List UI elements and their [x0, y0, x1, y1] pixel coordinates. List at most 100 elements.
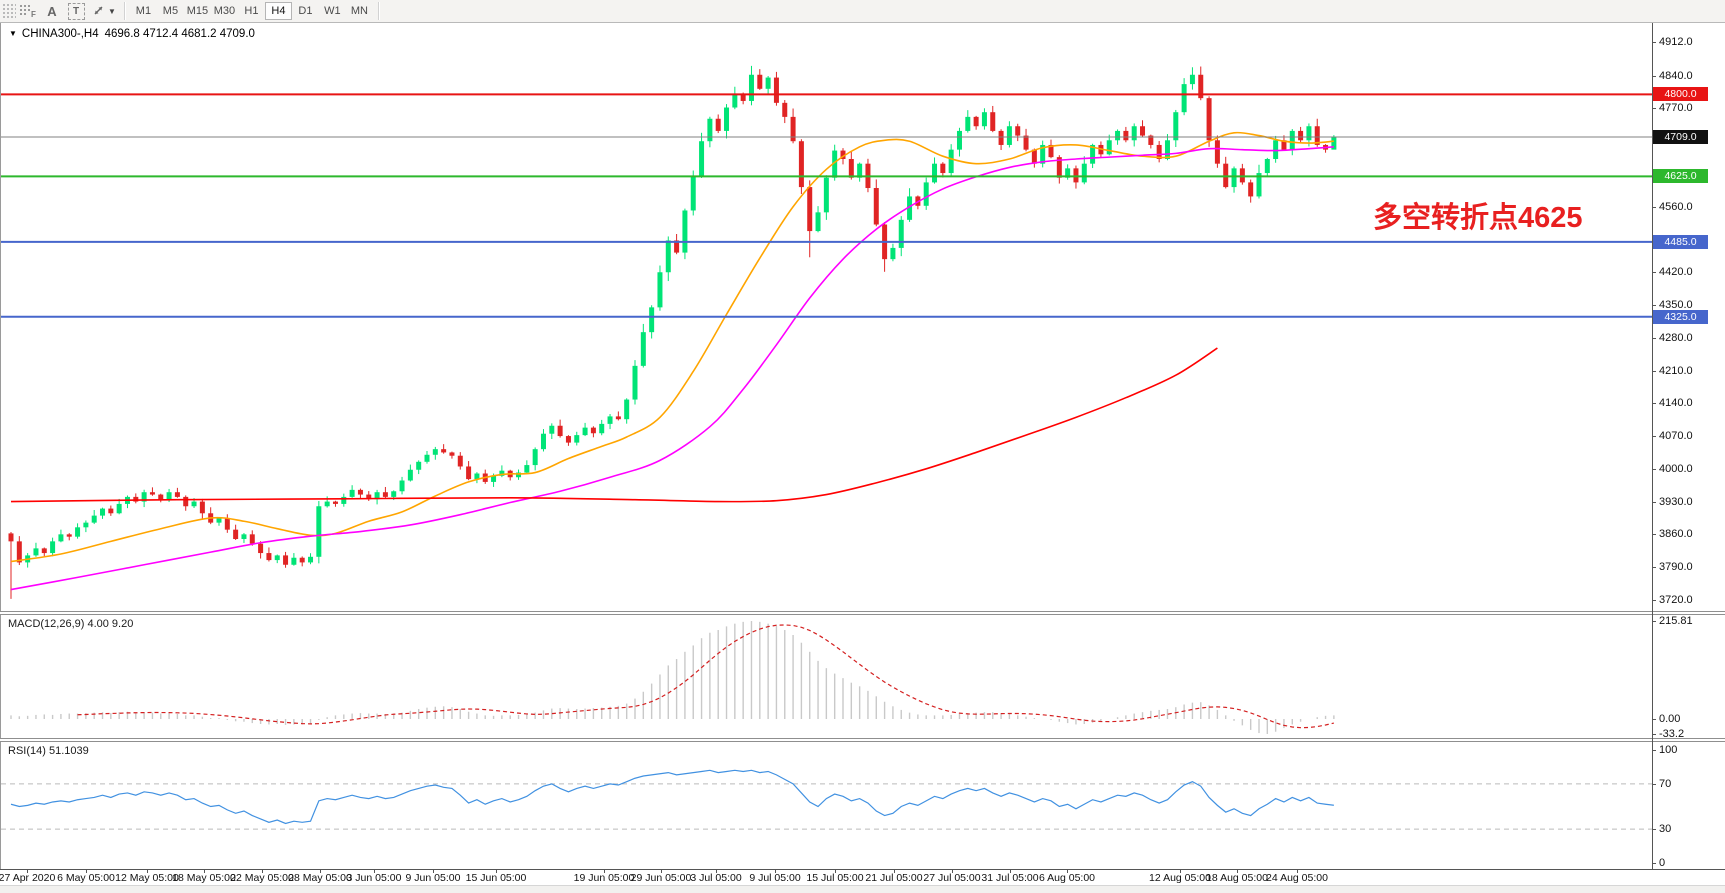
timeframe-w1[interactable]: W1 — [319, 2, 346, 20]
toolbar-separator — [377, 2, 379, 20]
candle — [707, 118, 713, 142]
price-tick-label: 4840.0 — [1659, 69, 1693, 82]
candle — [940, 163, 946, 174]
candle — [1256, 173, 1262, 197]
candle — [807, 187, 813, 232]
panel-divider[interactable] — [0, 741, 1725, 742]
font-a-icon[interactable]: A — [40, 1, 64, 21]
timeframe-mn[interactable]: MN — [346, 2, 373, 20]
candle — [657, 272, 663, 308]
macd-chart-surface[interactable] — [1, 615, 1653, 738]
time-label: 9 Jul 05:00 — [749, 872, 801, 884]
time-label: 9 Jun 05:00 — [405, 872, 461, 884]
candle — [1189, 74, 1195, 85]
candle — [399, 480, 405, 492]
candle — [1198, 74, 1204, 99]
candle — [948, 149, 954, 174]
price-chart-surface[interactable] — [1, 23, 1653, 612]
timeframe-d1[interactable]: D1 — [292, 2, 319, 20]
candle — [416, 461, 422, 470]
candle — [1056, 157, 1062, 178]
candle — [590, 427, 596, 434]
rsi-tick-label: 30 — [1659, 823, 1672, 836]
candle — [1140, 126, 1146, 136]
grid-f-icon[interactable]: F — [16, 1, 40, 21]
time-label: 6 Aug 05:00 — [1038, 872, 1096, 884]
time-tick-mark — [604, 870, 605, 873]
candle — [1081, 163, 1087, 183]
panel-divider[interactable] — [0, 611, 1725, 612]
candle — [1164, 140, 1170, 159]
candle — [357, 489, 363, 495]
bottom-strip — [0, 885, 1725, 893]
candle — [1015, 126, 1021, 136]
candle — [216, 517, 222, 523]
candle — [649, 307, 655, 333]
ma-fast-orange — [10, 131, 1334, 563]
chart-annotation: 多空转折点4625 — [1373, 202, 1583, 234]
candle — [848, 159, 854, 178]
candle — [998, 130, 1004, 145]
candle — [790, 116, 796, 142]
candle — [1214, 140, 1220, 164]
candle — [724, 107, 730, 131]
candle — [956, 130, 962, 150]
price-badge-4709.0: 4709.0 — [1653, 130, 1708, 144]
text-tool-icon[interactable]: T — [64, 1, 88, 21]
price-tick-label: 4420.0 — [1659, 266, 1693, 279]
price-tick-mark — [1652, 468, 1656, 470]
time-label: 29 Jun 05:00 — [630, 872, 692, 884]
timeframe-m15[interactable]: M15 — [184, 2, 211, 20]
candle — [748, 74, 754, 101]
timeframe-h4[interactable]: H4 — [264, 2, 292, 20]
candle — [66, 534, 72, 537]
cursor-arrows-icon[interactable]: ▼ — [88, 1, 119, 21]
macd-tick-label: 215.81 — [1659, 615, 1693, 628]
candle — [557, 425, 563, 437]
ma-slow-red — [10, 347, 1218, 503]
candle — [100, 508, 106, 516]
candle — [291, 557, 297, 565]
time-axis[interactable]: 27 Apr 2020 6 May 05:00 12 May 05:00 18 May… — [0, 869, 1725, 886]
candle — [1040, 144, 1046, 164]
candle — [283, 555, 289, 565]
text-tool-glyph: T — [67, 2, 85, 20]
candle — [316, 506, 322, 557]
price-tick-label: 3860.0 — [1659, 528, 1693, 541]
candle — [757, 74, 763, 89]
price-tick-mark — [1652, 501, 1656, 503]
candle — [565, 436, 571, 443]
rsi-chart-surface[interactable] — [1, 742, 1653, 869]
time-label: 19 Jun 05:00 — [573, 872, 635, 884]
candle — [823, 177, 829, 213]
rsi-label: RSI(14) 51.1039 — [8, 745, 89, 757]
toolbar-grip[interactable] — [2, 3, 16, 19]
price-badge-4625.0: 4625.0 — [1653, 169, 1708, 184]
price-tick-label: 4912.0 — [1659, 36, 1693, 48]
chart-title[interactable]: ▼ CHINA300-,H4 4696.8 4712.4 4681.2 4709.0 — [9, 28, 255, 40]
price-tick-label: 3720.0 — [1659, 593, 1693, 606]
candle — [782, 102, 788, 117]
candle — [233, 529, 239, 540]
time-label: 31 Jul 05:00 — [981, 872, 1039, 884]
candle — [1148, 135, 1154, 145]
candle — [907, 196, 913, 220]
timeframe-h1[interactable]: H1 — [238, 2, 265, 20]
panel-divider[interactable] — [0, 738, 1725, 739]
timeframe-m30[interactable]: M30 — [211, 2, 238, 20]
candle — [699, 141, 705, 177]
candle — [732, 93, 738, 108]
candle — [1273, 140, 1279, 159]
candle — [540, 433, 546, 450]
candle — [108, 508, 114, 514]
timeframe-m1[interactable]: M1 — [130, 2, 157, 20]
timeframe-m5[interactable]: M5 — [157, 2, 184, 20]
main-toolbar: F A T ▼ M1 M5 M15 M30 H1 H4 D1 W1 MN — [0, 0, 1725, 23]
price-tick-label: 4070.0 — [1659, 430, 1693, 443]
symbol-dropdown-icon[interactable]: ▼ — [9, 29, 17, 38]
time-tick-mark — [1067, 870, 1068, 873]
candle — [474, 473, 480, 480]
panel-divider[interactable] — [0, 614, 1725, 615]
price-tick-label: 4000.0 — [1659, 462, 1693, 475]
toolbar-separator — [123, 2, 125, 20]
